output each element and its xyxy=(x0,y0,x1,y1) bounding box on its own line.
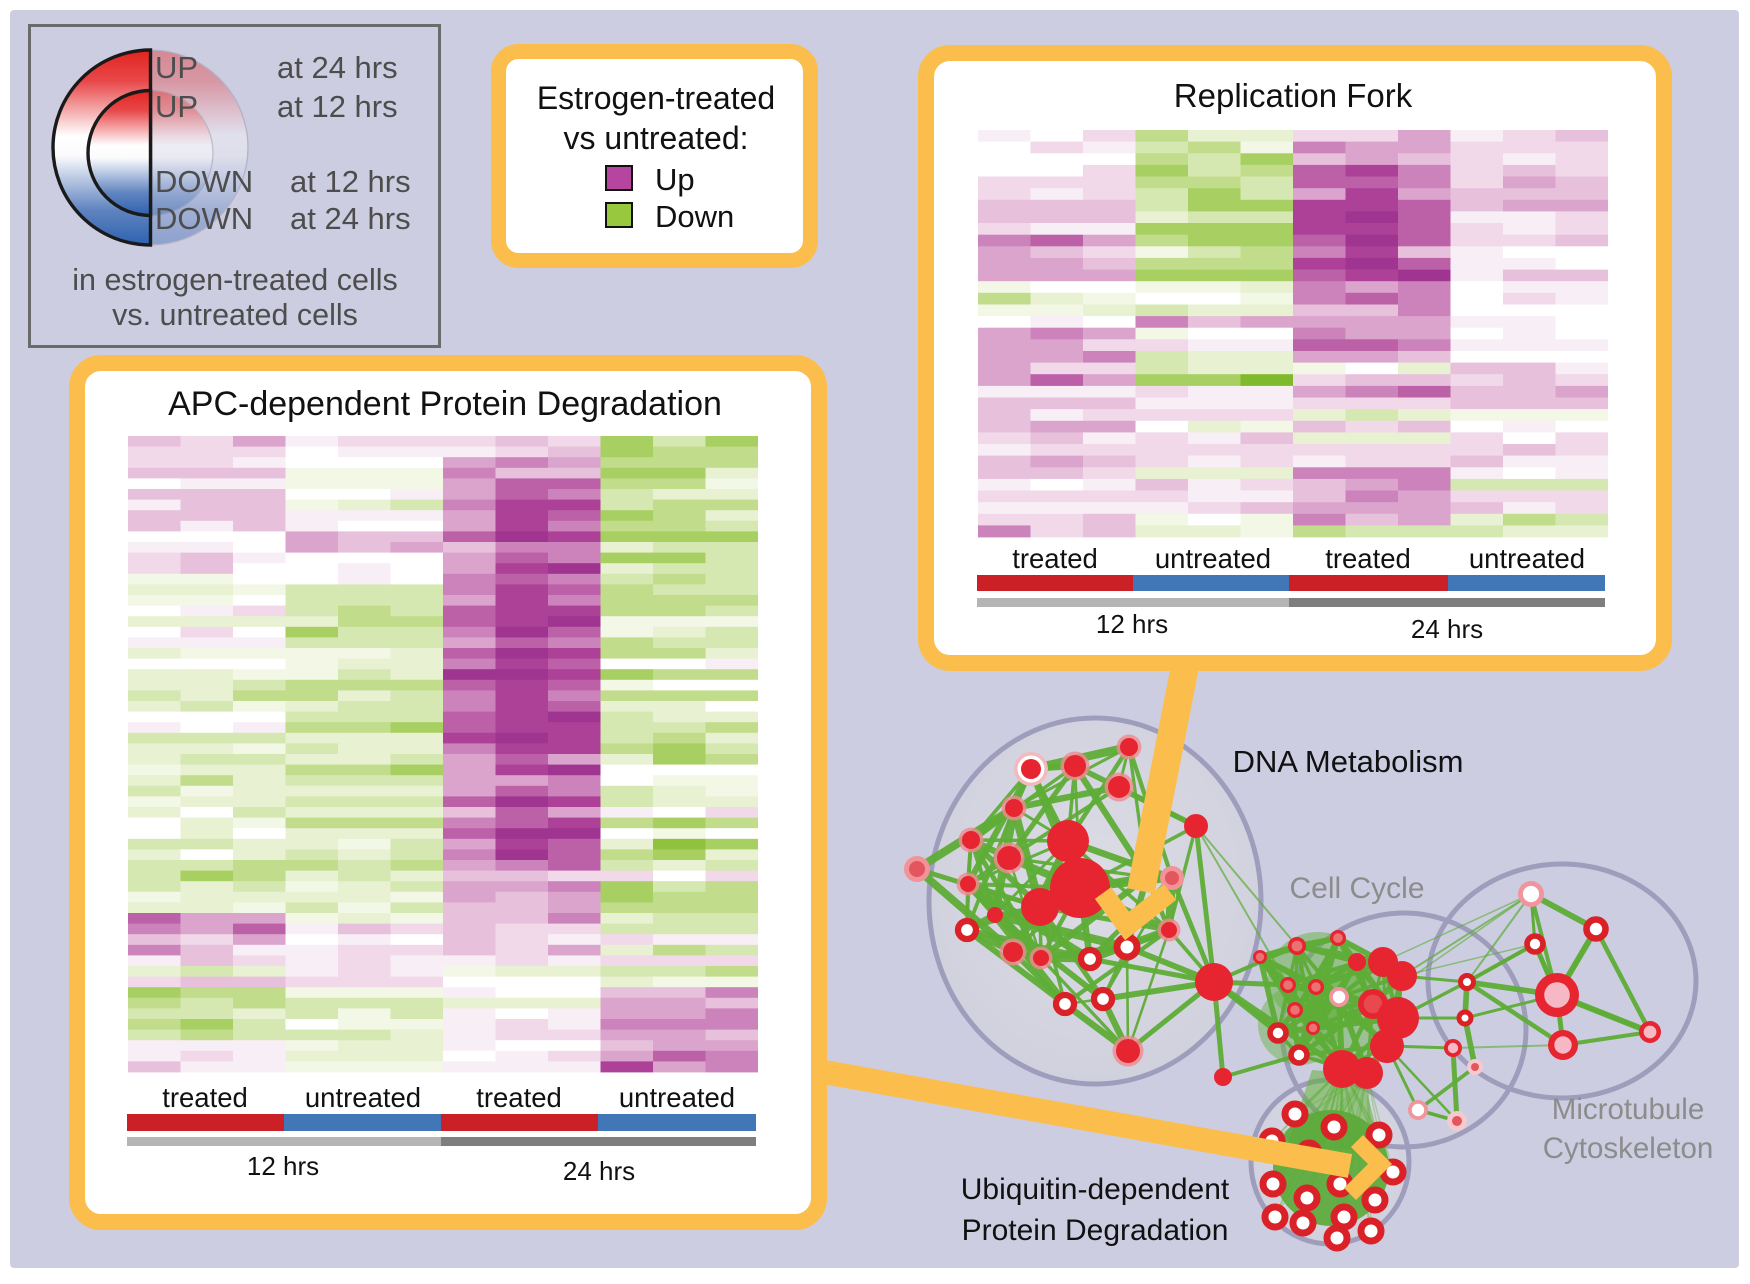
svg-text:Estrogen-treated: Estrogen-treated xyxy=(537,80,775,116)
svg-text:UP: UP xyxy=(155,50,198,85)
svg-text:in estrogen-treated cells: in estrogen-treated cells xyxy=(72,263,398,297)
svg-text:Microtubule: Microtubule xyxy=(1552,1093,1704,1126)
svg-text:Protein Degradation: Protein Degradation xyxy=(962,1214,1229,1247)
svg-text:Down: Down xyxy=(655,199,734,234)
svg-text:untreated: untreated xyxy=(1155,543,1271,574)
svg-text:24 hrs: 24 hrs xyxy=(563,1156,635,1186)
svg-text:UP: UP xyxy=(155,89,198,124)
svg-text:vs untreated:: vs untreated: xyxy=(564,120,749,156)
svg-text:DNA Metabolism: DNA Metabolism xyxy=(1233,744,1464,779)
svg-text:untreated: untreated xyxy=(619,1082,735,1113)
svg-text:24 hrs: 24 hrs xyxy=(1411,614,1483,644)
svg-text:12 hrs: 12 hrs xyxy=(1096,609,1168,639)
svg-text:Up: Up xyxy=(655,162,695,197)
svg-text:Cell Cycle: Cell Cycle xyxy=(1289,872,1424,905)
svg-text:DOWN: DOWN xyxy=(155,164,253,199)
svg-text:treated: treated xyxy=(476,1082,562,1113)
svg-text:treated: treated xyxy=(162,1082,248,1113)
svg-text:Cytoskeleton: Cytoskeleton xyxy=(1543,1132,1714,1165)
svg-text:Replication Fork: Replication Fork xyxy=(1174,77,1413,114)
svg-text:untreated: untreated xyxy=(305,1082,421,1113)
svg-text:at 24 hrs: at 24 hrs xyxy=(277,50,398,85)
svg-text:at 12 hrs: at 12 hrs xyxy=(277,89,398,124)
svg-text:untreated: untreated xyxy=(1469,543,1585,574)
svg-text:treated: treated xyxy=(1012,543,1098,574)
svg-text:at 12 hrs: at 12 hrs xyxy=(290,164,411,199)
svg-text:treated: treated xyxy=(1325,543,1411,574)
svg-text:DOWN: DOWN xyxy=(155,201,253,236)
svg-text:at 24 hrs: at 24 hrs xyxy=(290,201,411,236)
svg-text:12 hrs: 12 hrs xyxy=(247,1151,319,1181)
svg-text:Ubiquitin-dependent: Ubiquitin-dependent xyxy=(961,1173,1230,1206)
svg-text:APC-dependent Protein Degradat: APC-dependent Protein Degradation xyxy=(168,385,722,423)
svg-text:vs. untreated cells: vs. untreated cells xyxy=(112,298,358,332)
